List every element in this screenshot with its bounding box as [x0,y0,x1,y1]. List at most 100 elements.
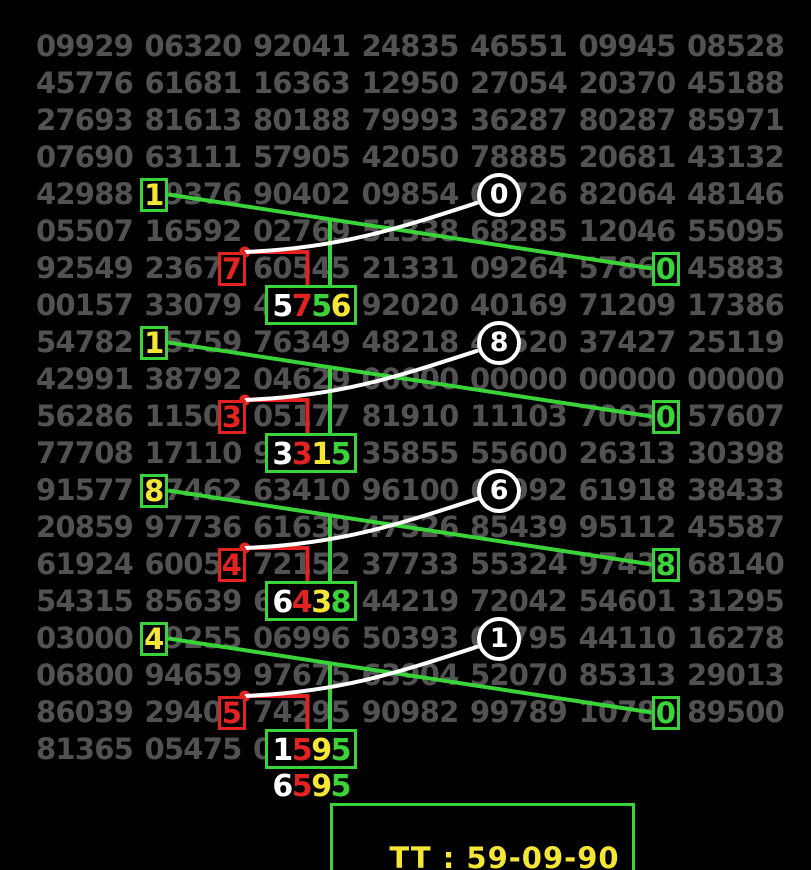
grid-digit: 8 [764,66,785,100]
grid-digit: 5 [706,103,727,137]
grid-digit: 6 [656,214,677,248]
grid-digit: 6 [183,103,204,137]
grid-digit: 0 [617,399,638,433]
grid-digit: 4 [636,214,657,248]
grid-digit: 6 [183,584,204,618]
grid-digit: 0 [113,140,134,174]
pair-digit: 9 [311,769,333,804]
grid-digit: 4 [745,547,766,581]
grid-digit: 7 [470,584,491,618]
grid-digit: 6 [470,214,491,248]
grid-digit: 8 [163,362,185,396]
grid-digit: 3 [725,436,746,470]
grid-digit: 9 [419,103,440,137]
grid-digit: 5 [330,695,351,729]
grid-digit: 1 [617,510,638,544]
grid-digit: 2 [636,325,657,359]
grid-digit: 2 [508,214,529,248]
grid-digit: 4 [687,177,708,211]
grid-digit: 2 [400,584,421,618]
grid-digit: 5 [489,510,510,544]
result-digit: 7 [291,289,313,324]
grid-digit: 9 [144,658,165,692]
circled-digit-badge: 8 [477,320,522,365]
grid-digit: 5 [361,621,382,655]
grid-digit: 4 [94,251,115,285]
grid-digit: 5 [547,621,568,655]
grid-digit: 4 [361,140,382,174]
grid-digit: 7 [94,473,115,507]
grid-digit: 6 [272,66,293,100]
grid-digit: 3 [202,510,223,544]
grid-digit: 9 [380,103,402,137]
grid-digit: 9 [330,325,351,359]
grid-digit: 6 [547,177,568,211]
grid-digit: 4 [361,584,382,618]
grid-digit: 5 [656,29,677,63]
grid-digit: 0 [55,288,76,322]
grid-digit: 6 [291,658,312,692]
grid-digit: 8 [578,103,599,137]
grid-digit: 6 [55,695,76,729]
grid-digit: 3 [528,510,549,544]
grid-digit: 1 [725,177,746,211]
grid-digit: 7 [55,436,76,470]
grid-digit: 2 [94,29,115,63]
grid-digit: 2 [578,436,599,470]
grid-digit: 1 [419,325,440,359]
grid-digit: 1 [578,695,599,729]
red-digit-box: 3 [217,399,246,434]
grid-digit: 4 [687,66,708,100]
grid-digit: 8 [439,214,460,248]
grid-digit: 2 [400,325,421,359]
grid-digit: 5 [202,658,223,692]
grid-digit: 8 [74,510,95,544]
grid-digit: 2 [291,695,312,729]
grid-digit: 6 [163,214,185,248]
grid-digit: 2 [144,251,165,285]
grid-digit: 4 [528,584,549,618]
grid-digit: 8 [94,177,115,211]
grid-digit: 9 [222,288,243,322]
grid-digit: 0 [597,362,619,396]
grid-digit: 1 [745,325,766,359]
grid-digit: 6 [222,510,243,544]
grid-digit: 1 [311,473,332,507]
grid-digit: 9 [361,473,382,507]
grid-digit: 1 [253,66,274,100]
grid-digit: 2 [330,177,351,211]
grid-digit: 3 [361,436,382,470]
grid-digit: 2 [361,251,382,285]
grid-digit: 7 [578,399,599,433]
grid-digit: 1 [330,29,351,63]
grid-digit: 6 [202,473,223,507]
grid-digit: 0 [113,658,134,692]
grid-digit: 0 [528,436,549,470]
grid-digit: 6 [253,473,274,507]
grid-digit: 9 [163,695,185,729]
grid-digit: 8 [636,140,657,174]
grid-digit: 0 [74,695,95,729]
grid-digit: 7 [706,288,727,322]
grid-digit: 7 [55,103,76,137]
grid-digit: 0 [311,140,332,174]
grid-digit: 0 [470,362,491,396]
grid-digit: 2 [764,140,785,174]
green-digit-box: 0 [651,251,680,286]
grid-digit: 9 [419,621,440,655]
grid-digit: 6 [764,288,785,322]
grid-digit: 6 [489,29,510,63]
grid-digit: 3 [745,473,766,507]
grid-digit: 6 [361,658,382,692]
grid-digit: 6 [528,251,549,285]
grid-digit: 9 [222,584,243,618]
grid-digit: 5 [419,436,440,470]
grid-digit: 7 [253,695,274,729]
grid-digit: 5 [183,214,204,248]
grid-digit: 3 [311,510,332,544]
grid-digit: 0 [400,288,421,322]
tt-result-badge: TT : 59-09-90 [330,803,635,870]
grid-digit: 8 [745,288,766,322]
grid-digit: 5 [361,214,382,248]
grid-digit: 2 [656,510,677,544]
